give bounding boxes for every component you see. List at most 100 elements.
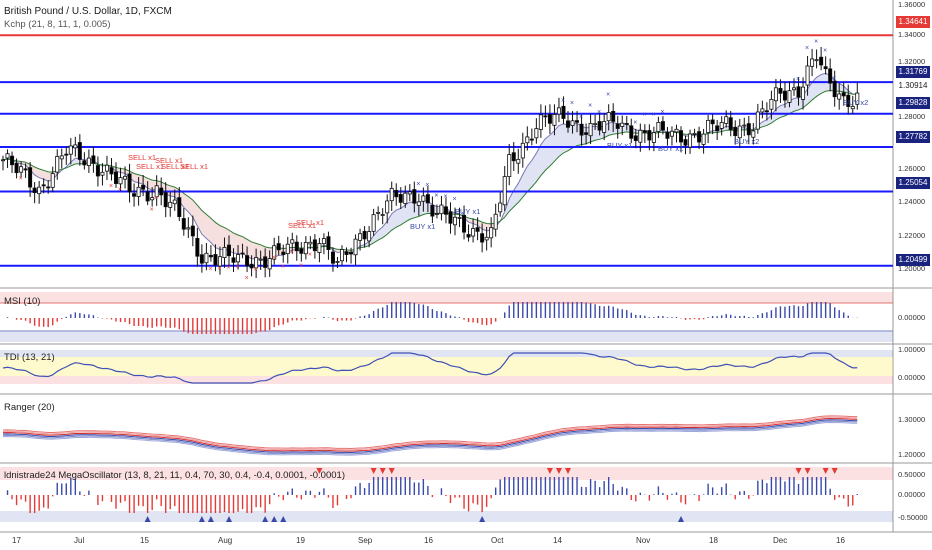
candle-body [59,155,64,160]
candle-body [498,202,503,213]
candle-body [737,125,742,139]
candle-body [195,237,200,257]
candle-body [213,254,218,266]
sell-marker: × [154,195,158,202]
candle-body [308,241,313,245]
candle-body [602,121,607,133]
candle-body [263,256,268,268]
candle-body [132,193,137,197]
candle-body [339,249,344,262]
candle-body [656,122,661,132]
candle-body [832,80,837,98]
candle-body [91,155,96,164]
candle-body [41,184,46,187]
candle-body [642,130,647,133]
candle-body [353,238,358,256]
megaoscillator-pane-title: ldnistrade24 MegaOscillator (13, 8, 21, … [4,470,345,481]
price-tag-level: 1.31769 [896,66,930,78]
ranger-band [2,421,858,456]
candle-body [231,257,236,263]
sell-marker: × [19,176,23,183]
mega-sell-arrow [316,468,323,474]
sell-marker: × [227,265,231,272]
candle-body [742,124,747,127]
candle-body [425,194,430,204]
candle-body [665,131,670,139]
date-tick: 17 [12,536,21,545]
candle-body [819,56,824,66]
tdi-upper-zone [0,350,893,357]
buy-marker: × [796,76,800,83]
mega-sell-arrow [546,468,553,474]
candle-body [335,261,340,263]
ranger-tick: 1.30000 [898,415,926,424]
candle-body [778,87,783,94]
sell-marker: × [150,207,154,214]
candle-body [855,92,860,105]
candle-body [430,204,435,217]
candle-body [584,132,589,135]
candle-body [801,86,806,100]
candle-body [719,121,724,129]
candle-body [462,214,467,233]
buy-marker: × [462,211,466,218]
buy-signal-label: BUY x1 [658,144,684,153]
candle-body [611,110,616,122]
buy-marker: × [597,109,601,116]
candle-body [127,173,132,193]
candle-body [190,225,195,237]
candle-body [349,251,354,255]
sell-signal-label: SELL x1 [155,156,184,165]
buy-marker: × [633,120,637,127]
candle-body [796,86,801,98]
buy-signal-label: BUY x2 [843,98,869,107]
candle-body [493,213,498,230]
candle-body [552,114,557,126]
candle-body [407,191,412,195]
candle-body [484,236,489,241]
mega-sell-arrow [795,468,802,474]
sell-marker: × [109,183,113,190]
candle-body [398,194,403,203]
mega-sell-arrow [804,468,811,474]
sell-signal-label: SELL x1 [288,221,317,230]
candle-body [222,247,227,259]
candle-body [846,94,851,107]
sell-signal-label: SELL x1 [136,162,165,171]
mega-buy-arrow [479,516,486,522]
candle-body [669,130,674,137]
candle-body [782,90,787,101]
candle-body [23,168,28,171]
date-tick: Jul [74,536,85,545]
candle-body [597,121,602,131]
sell-marker: × [245,275,249,282]
candle-body [755,111,760,130]
candle-body [471,228,476,237]
buy-marker: × [588,102,592,109]
candle-body [566,120,571,128]
ranger-tick: 1.20000 [898,450,926,459]
candle-body [434,213,439,215]
tdi-pane-title: TDI (13, 21) [4,352,55,363]
candle-body [810,58,815,67]
candle-body [823,66,828,70]
candle-body [281,251,286,255]
candle-body [773,87,778,102]
mega-buy-arrow [144,516,151,522]
date-tick: 19 [296,536,305,545]
candle-body [344,251,349,255]
sell-marker: × [236,264,240,271]
candle-body [86,157,91,166]
date-tick: Oct [491,536,504,545]
candle-body [475,227,480,232]
candle-body [104,164,109,172]
candle-body [37,186,42,195]
price-tag-level: 1.27782 [896,131,930,143]
candle-body [511,152,516,162]
indicator-legend: Kchp (21, 8, 11, 1, 0.005) [4,19,111,30]
sell-marker: × [254,266,258,273]
candle-body [452,216,457,226]
candle-body [692,132,697,135]
candle-body [276,243,281,251]
